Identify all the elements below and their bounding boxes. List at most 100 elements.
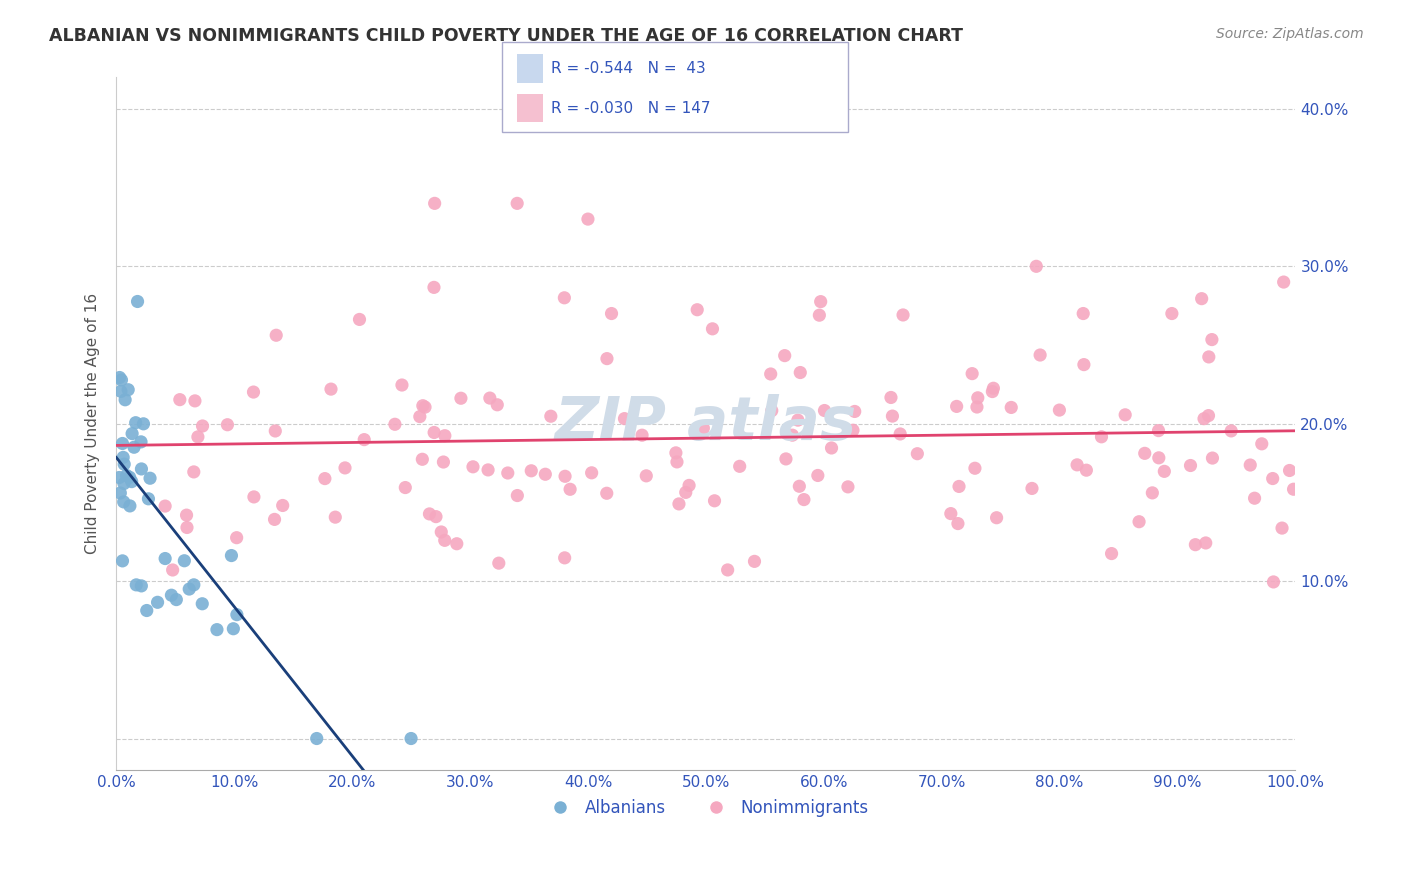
- Point: [520, 464, 543, 478]
- Point: [554, 469, 576, 483]
- Point: [1250, 437, 1272, 451]
- Point: [146, 595, 169, 609]
- Point: [1000, 401, 1022, 415]
- Point: [384, 417, 406, 432]
- Point: [169, 392, 191, 407]
- Point: [433, 533, 456, 548]
- Point: [554, 550, 576, 565]
- Point: [110, 373, 132, 387]
- Point: [117, 383, 139, 397]
- Point: [1142, 486, 1164, 500]
- Point: [613, 411, 636, 425]
- Point: [948, 479, 970, 493]
- Point: [1192, 411, 1215, 425]
- Point: [1180, 458, 1202, 473]
- Point: [111, 554, 134, 568]
- Point: [986, 510, 1008, 524]
- Point: [1147, 424, 1170, 438]
- Point: [581, 466, 603, 480]
- Point: [686, 302, 709, 317]
- Point: [1184, 538, 1206, 552]
- Point: [183, 465, 205, 479]
- Point: [981, 384, 1004, 399]
- Point: [1201, 451, 1223, 466]
- Point: [413, 400, 436, 414]
- Point: [263, 512, 285, 526]
- Point: [139, 471, 162, 485]
- Point: [409, 409, 432, 424]
- Point: [153, 551, 176, 566]
- Point: [506, 196, 529, 211]
- Point: [411, 452, 433, 467]
- Point: [478, 391, 501, 405]
- Text: R = -0.544   N =  43: R = -0.544 N = 43: [551, 61, 706, 76]
- Point: [191, 419, 214, 434]
- Point: [1272, 275, 1295, 289]
- Point: [394, 481, 416, 495]
- Point: [553, 291, 575, 305]
- Point: [596, 486, 619, 500]
- Point: [810, 294, 832, 309]
- Point: [1073, 358, 1095, 372]
- Point: [939, 507, 962, 521]
- Point: [1076, 463, 1098, 477]
- Point: [1128, 515, 1150, 529]
- Text: ALBANIAN VS NONIMMIGRANTS CHILD POVERTY UNDER THE AGE OF 16 CORRELATION CHART: ALBANIAN VS NONIMMIGRANTS CHILD POVERTY …: [49, 27, 963, 45]
- Point: [114, 392, 136, 407]
- Point: [842, 423, 865, 437]
- Point: [946, 516, 969, 531]
- Point: [905, 447, 928, 461]
- Point: [728, 459, 751, 474]
- Point: [412, 399, 434, 413]
- Point: [110, 384, 132, 399]
- Point: [132, 417, 155, 431]
- Point: [960, 367, 983, 381]
- Point: [576, 212, 599, 227]
- Point: [1147, 450, 1170, 465]
- Point: [668, 497, 690, 511]
- Point: [110, 486, 132, 500]
- Point: [631, 428, 654, 442]
- Point: [399, 731, 422, 746]
- Point: [423, 425, 446, 440]
- Point: [425, 509, 447, 524]
- Point: [122, 440, 145, 454]
- Point: [242, 385, 264, 400]
- Point: [558, 483, 581, 497]
- Point: [423, 280, 446, 294]
- Point: [221, 549, 243, 563]
- Point: [820, 441, 842, 455]
- Point: [176, 520, 198, 534]
- Point: [127, 294, 149, 309]
- Point: [702, 322, 724, 336]
- Point: [187, 430, 209, 444]
- Point: [837, 480, 859, 494]
- Point: [1090, 430, 1112, 444]
- Point: [176, 508, 198, 523]
- Point: [813, 403, 835, 417]
- Point: [945, 400, 967, 414]
- Point: [891, 308, 914, 322]
- Point: [1101, 547, 1123, 561]
- Point: [966, 400, 988, 414]
- Point: [314, 472, 336, 486]
- Point: [118, 470, 141, 484]
- Point: [243, 490, 266, 504]
- Y-axis label: Child Poverty Under the Age of 16: Child Poverty Under the Age of 16: [86, 293, 100, 554]
- Point: [678, 478, 700, 492]
- Point: [461, 459, 484, 474]
- Point: [353, 433, 375, 447]
- Point: [391, 378, 413, 392]
- Point: [844, 404, 866, 418]
- Point: [153, 499, 176, 513]
- Point: [1029, 348, 1052, 362]
- Point: [125, 578, 148, 592]
- Point: [131, 579, 153, 593]
- Point: [165, 592, 187, 607]
- Point: [540, 409, 562, 424]
- Point: [1133, 446, 1156, 460]
- Point: [1021, 482, 1043, 496]
- Point: [131, 462, 153, 476]
- Point: [1195, 536, 1218, 550]
- Point: [118, 499, 141, 513]
